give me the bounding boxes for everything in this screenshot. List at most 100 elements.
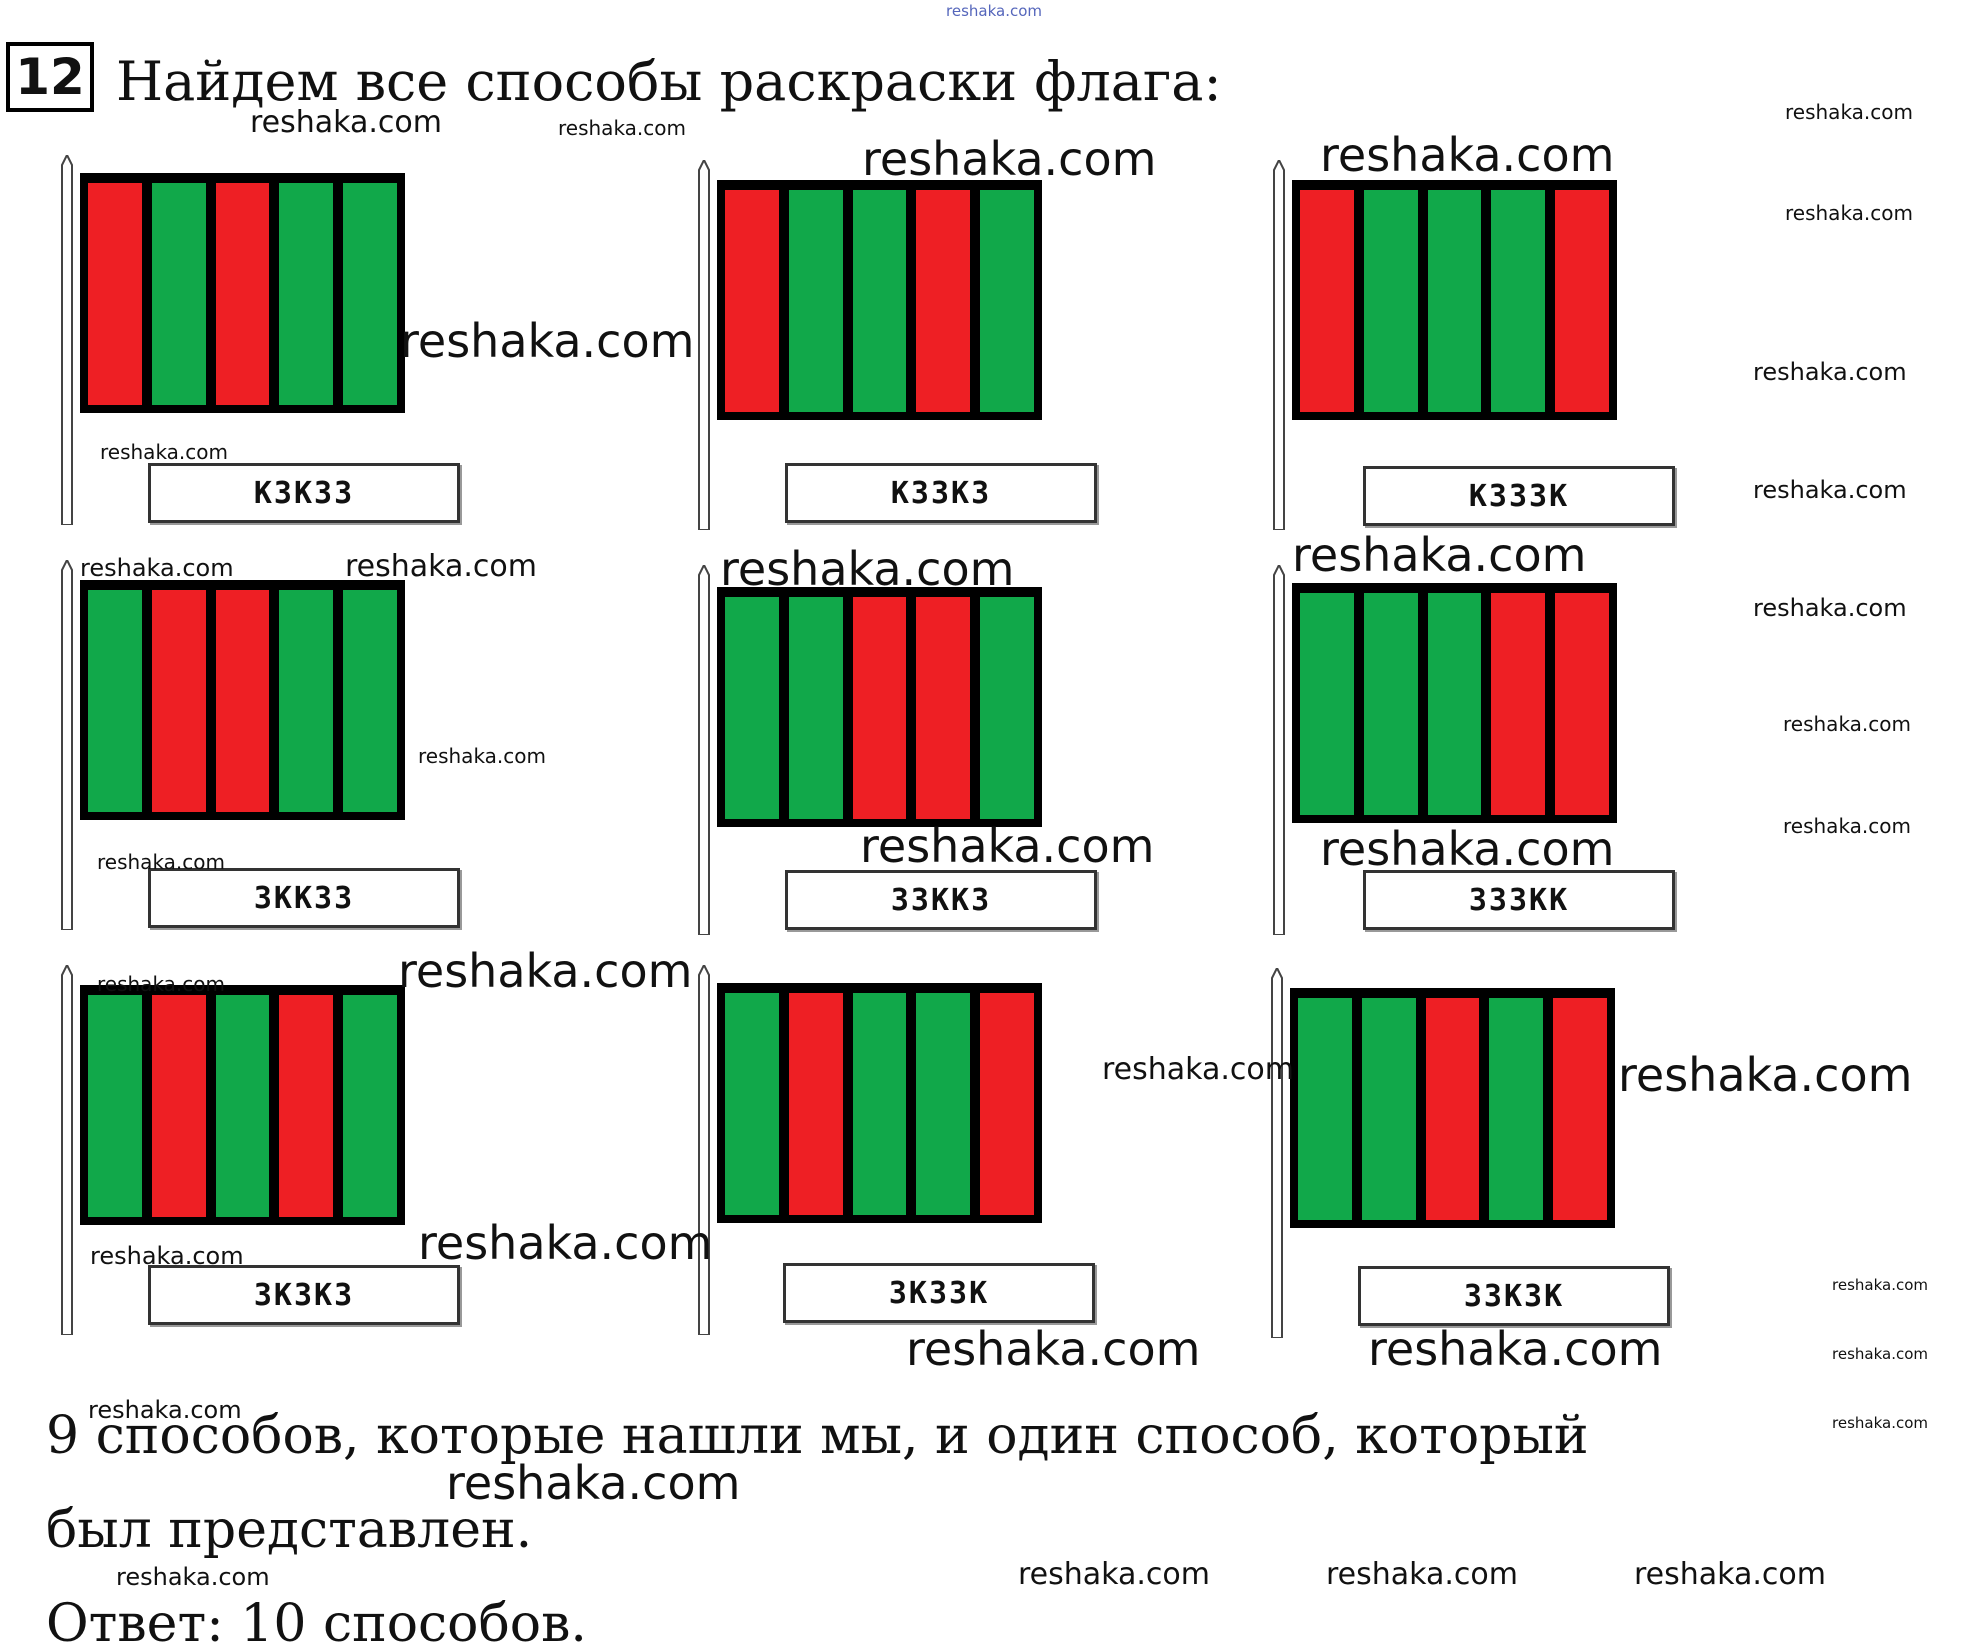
conclusion-line-1: 9 способов, которые нашли мы, и один спо… <box>46 1406 1589 1466</box>
flag-6: ЗЗЗКК <box>1270 565 1690 935</box>
flag-9: ЗЗКЗК <box>1268 968 1688 1338</box>
watermark: reshaka.com <box>97 972 225 996</box>
answer: Ответ: 10 способов. <box>46 1594 587 1647</box>
watermark: reshaka.com <box>418 1216 713 1270</box>
watermark: reshaka.com <box>250 105 442 140</box>
watermark: reshaka.com <box>100 440 228 464</box>
stripe-2 <box>151 590 206 812</box>
flag-code-label: ЗЗЗКК <box>1363 870 1675 930</box>
stripe-2 <box>1361 998 1416 1220</box>
flag-3: КЗЗЗК <box>1270 160 1690 530</box>
stripe-3 <box>215 183 270 405</box>
stripe-3 <box>852 190 907 412</box>
conclusion-line-2: был представлен. <box>46 1500 533 1560</box>
watermark-top: reshaka.com <box>946 2 1042 20</box>
flag-pole <box>1271 968 1283 1338</box>
stripe-4 <box>279 995 334 1217</box>
flag-pole <box>61 560 73 930</box>
watermark: reshaka.com <box>1018 1557 1210 1592</box>
stripe-4 <box>916 597 971 819</box>
stripe-1 <box>88 590 142 812</box>
stripe-2 <box>788 993 843 1215</box>
stripe-4 <box>1491 190 1546 412</box>
watermark: reshaka.com <box>1320 822 1615 876</box>
watermark: reshaka.com <box>88 1396 242 1424</box>
flag-cloth <box>717 180 1042 420</box>
watermark: reshaka.com <box>1783 814 1911 838</box>
flag-code-label: ЗЗКЗК <box>1358 1266 1670 1326</box>
watermark: reshaka.com <box>1785 100 1913 124</box>
stripe-5 <box>343 590 397 812</box>
watermark: reshaka.com <box>860 819 1155 873</box>
stripe-5 <box>1555 190 1609 412</box>
flag-pole <box>61 155 73 525</box>
flag-code-label: ЗКЗЗК <box>783 1263 1095 1323</box>
watermark: reshaka.com <box>1320 128 1615 182</box>
watermark: reshaka.com <box>116 1563 270 1591</box>
watermark: reshaka.com <box>1326 1557 1518 1592</box>
watermark: reshaka.com <box>1634 1557 1826 1592</box>
watermark: reshaka.com <box>1832 1414 1928 1432</box>
flag-cloth <box>717 587 1042 827</box>
stripe-3 <box>215 590 270 812</box>
watermark: reshaka.com <box>398 944 693 998</box>
watermark: reshaka.com <box>558 116 686 140</box>
stripe-5 <box>1555 593 1609 815</box>
stripe-4 <box>279 590 334 812</box>
flag-cloth <box>1290 988 1615 1228</box>
flag-pole <box>1273 160 1285 530</box>
flag-5: ЗЗККЗ <box>695 565 1115 935</box>
stripe-4 <box>1489 998 1544 1220</box>
flag-pole <box>698 965 710 1335</box>
flag-pole <box>698 160 710 530</box>
watermark: reshaka.com <box>1102 1052 1294 1087</box>
watermark: reshaka.com <box>1832 1276 1928 1294</box>
flag-8: ЗКЗЗК <box>695 965 1115 1335</box>
stripe-3 <box>1427 190 1482 412</box>
stripe-3 <box>852 993 907 1215</box>
watermark: reshaka.com <box>1785 201 1913 225</box>
flag-4: ЗККЗЗ <box>58 560 478 930</box>
flag-code-label: КЗЗКЗ <box>785 463 1097 523</box>
stripe-4 <box>916 993 971 1215</box>
stripe-2 <box>151 183 206 405</box>
stripe-1 <box>725 597 779 819</box>
stripe-1 <box>725 993 779 1215</box>
watermark: reshaka.com <box>1368 1322 1663 1376</box>
stripe-5 <box>343 183 397 405</box>
flag-pole <box>1273 565 1285 935</box>
watermark: reshaka.com <box>906 1322 1201 1376</box>
stripe-3 <box>1425 998 1480 1220</box>
watermark: reshaka.com <box>97 850 225 874</box>
flag-pole <box>61 965 73 1335</box>
watermark: reshaka.com <box>1783 712 1911 736</box>
flag-2: КЗЗКЗ <box>695 160 1115 530</box>
flag-cloth <box>1292 583 1617 823</box>
stripe-3 <box>1427 593 1482 815</box>
stripe-1 <box>1300 190 1354 412</box>
watermark: reshaka.com <box>400 314 695 368</box>
stripe-2 <box>151 995 206 1217</box>
stripe-5 <box>980 993 1034 1215</box>
stripe-3 <box>852 597 907 819</box>
watermark: reshaka.com <box>1292 528 1587 582</box>
watermark: reshaka.com <box>345 549 537 584</box>
stripe-2 <box>1363 190 1418 412</box>
flag-code-label: ЗККЗЗ <box>148 868 460 928</box>
stripe-5 <box>980 190 1034 412</box>
flag-cloth <box>80 985 405 1225</box>
watermark: reshaka.com <box>80 554 234 582</box>
watermark: reshaka.com <box>862 132 1157 186</box>
stripe-2 <box>1363 593 1418 815</box>
stripe-1 <box>1300 593 1354 815</box>
stripe-1 <box>88 183 142 405</box>
flag-code-label: ЗЗККЗ <box>785 870 1097 930</box>
stripe-2 <box>788 597 843 819</box>
watermark: reshaka.com <box>1753 358 1907 386</box>
watermark: reshaka.com <box>90 1242 244 1270</box>
stripe-1 <box>1298 998 1352 1220</box>
flag-cloth <box>80 173 405 413</box>
watermark: reshaka.com <box>418 744 546 768</box>
watermark: reshaka.com <box>1753 476 1907 504</box>
